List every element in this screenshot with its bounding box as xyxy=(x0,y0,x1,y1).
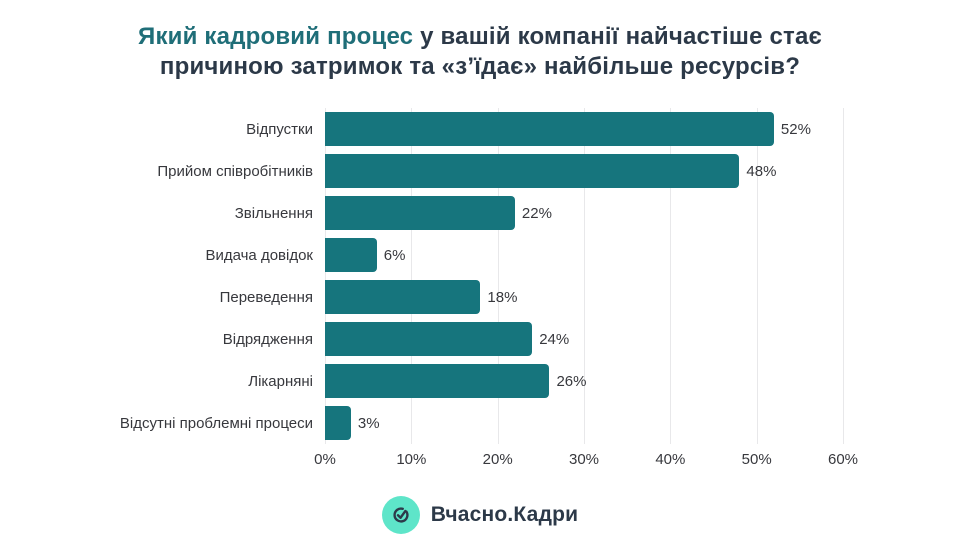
bar xyxy=(325,364,550,398)
chart-row: Відпустки 52% xyxy=(0,108,960,150)
x-axis-tick: 30% xyxy=(568,451,600,468)
category-label: Видача довідок xyxy=(205,246,313,264)
chart-title-line2: причиною затримок та «з’їдає» найбільше … xyxy=(159,53,801,80)
bar-value-label: 24% xyxy=(539,330,570,348)
chart-row: Переведення 18% xyxy=(0,276,960,318)
logo-text: Вчасно.Кадри xyxy=(430,503,579,526)
chart-title: Який кадровий процес у вашій компанії на… xyxy=(50,22,910,82)
x-axis-tick: 60% xyxy=(827,451,859,468)
bar-track: 6% xyxy=(325,238,843,272)
category-label: Переведення xyxy=(219,288,313,306)
vchasno-logo-icon xyxy=(381,496,420,534)
bar-track: 26% xyxy=(325,364,843,398)
x-axis-tick: 0% xyxy=(314,451,336,468)
category-label: Прийом співробітників xyxy=(157,162,313,180)
bar-value-label: 3% xyxy=(357,414,380,432)
bar-track: 22% xyxy=(325,196,843,230)
bar-value-label: 22% xyxy=(521,204,552,222)
x-axis: 0% 10% 20% 30% 40% 50% 60% xyxy=(314,448,858,474)
check-clock-icon xyxy=(393,507,409,523)
bar-track: 24% xyxy=(325,322,843,356)
category-label: Відсутні проблемні процеси xyxy=(119,414,313,432)
x-axis-tick: 40% xyxy=(655,451,686,468)
bar xyxy=(325,112,774,146)
chart-title-highlight: Який кадровий процес xyxy=(138,23,414,50)
bar-track: 52% xyxy=(325,112,843,146)
bar xyxy=(325,238,377,272)
bar-value-label: 18% xyxy=(487,288,518,306)
category-label: Лікарняні xyxy=(248,372,313,390)
chart-title-rest: у вашій компанії найчастіше стає xyxy=(413,23,822,50)
bar-track: 48% xyxy=(325,154,843,188)
brand-footer: Вчасно.Кадри xyxy=(0,496,960,534)
chart-row: Прийом співробітників 48% xyxy=(0,150,960,192)
bar-value-label: 6% xyxy=(383,246,406,264)
bar-value-label: 52% xyxy=(780,120,811,138)
bar-track: 3% xyxy=(325,406,843,440)
x-axis-tick: 10% xyxy=(396,451,427,468)
category-label: Звільнення xyxy=(234,204,313,222)
bar-track: 18% xyxy=(325,280,843,314)
chart-row: Звільнення 22% xyxy=(0,192,960,234)
x-axis-tick: 50% xyxy=(741,451,772,468)
category-label: Відрядження xyxy=(222,330,313,348)
bar xyxy=(325,322,533,356)
chart-row: Лікарняні 26% xyxy=(0,360,960,402)
category-label: Відпустки xyxy=(246,120,313,138)
bar xyxy=(325,406,351,440)
chart-row: Видача довідок 6% xyxy=(0,234,960,276)
chart-row: Відрядження 24% xyxy=(0,318,960,360)
x-axis-tick: 20% xyxy=(482,451,513,468)
bar xyxy=(325,154,740,188)
bar xyxy=(325,280,481,314)
bar-value-label: 26% xyxy=(556,372,587,390)
bar-chart: Відпустки 52% Прийом співробітників 48% Звіл… xyxy=(0,108,960,474)
chart-row: Відсутні проблемні процеси 3% xyxy=(0,402,960,444)
bar xyxy=(325,196,515,230)
chart-rows: Відпустки 52% Прийом співробітників 48% Звіл… xyxy=(0,108,960,444)
bar-value-label: 48% xyxy=(746,162,777,180)
